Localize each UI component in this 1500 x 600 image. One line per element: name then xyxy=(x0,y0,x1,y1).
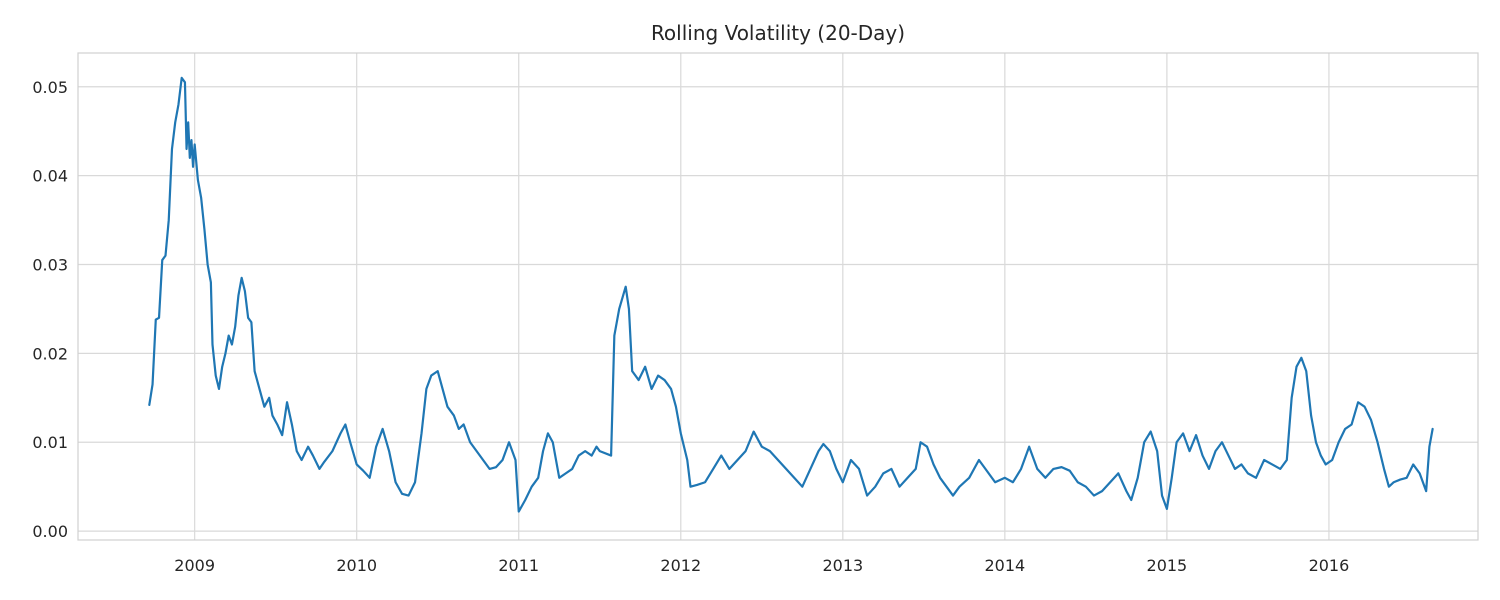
x-tick-label: 2010 xyxy=(336,556,377,575)
x-tick-label: 2011 xyxy=(498,556,539,575)
series-layer xyxy=(148,76,1434,513)
y-tick-label: 0.03 xyxy=(32,256,68,275)
x-tick-label: 2009 xyxy=(174,556,215,575)
y-tick-labels: 0.00 0.01 0.02 0.03 0.04 0.05 xyxy=(32,78,68,541)
x-tick-label: 2013 xyxy=(822,556,863,575)
y-tick-label: 0.04 xyxy=(32,167,68,186)
y-tick-label: 0.02 xyxy=(32,344,68,363)
y-tick-label: 0.05 xyxy=(32,78,68,97)
x-tick-label: 2014 xyxy=(984,556,1025,575)
x-tick-label: 2015 xyxy=(1147,556,1188,575)
y-tick-label: 0.01 xyxy=(32,433,68,452)
y-gridlines xyxy=(78,86,1478,532)
x-tick-labels: 2009 2010 2011 2012 2013 2014 2015 2016 xyxy=(174,556,1349,575)
axes-frame xyxy=(77,52,1479,541)
chart-title: Rolling Volatility (20-Day) xyxy=(651,21,905,45)
x-gridlines xyxy=(194,53,1330,540)
y-tick-label: 0.00 xyxy=(32,522,68,541)
series-line-rolling-volatility xyxy=(148,76,1434,513)
x-tick-label: 2016 xyxy=(1309,556,1350,575)
x-tick-label: 2012 xyxy=(660,556,701,575)
